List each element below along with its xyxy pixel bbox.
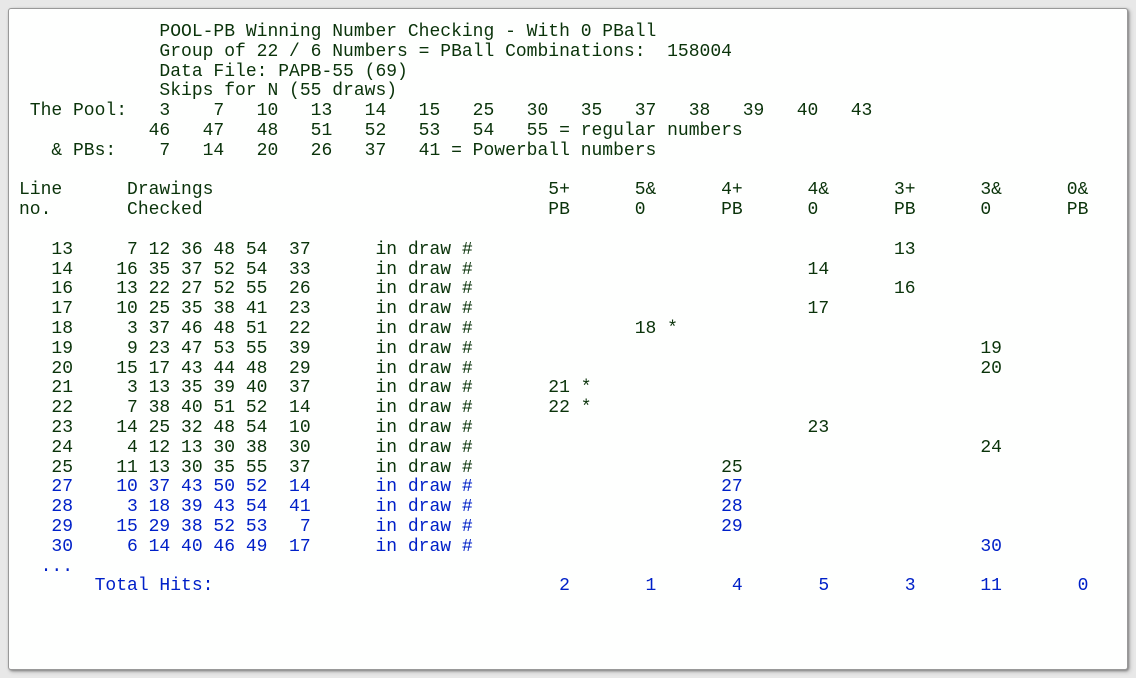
data-row: 27 10 37 43 50 52 14 in draw # 27 [19, 478, 1127, 498]
data-row: 19 9 23 47 53 55 39 in draw # 19 [19, 340, 1127, 360]
totals-row: Total Hits: 2 1 4 5 3 11 0 [19, 577, 1127, 597]
header-skips: Skips for N (55 draws) [19, 82, 1127, 102]
header-datafile: Data File: PAPB-55 (69) [19, 63, 1127, 83]
pool-row-2: 46 47 48 51 52 53 54 55 = regular number… [19, 122, 1127, 142]
ellipsis-line: ... [19, 558, 1127, 578]
data-row: 22 7 38 40 51 52 14 in draw # 22 * [19, 399, 1127, 419]
data-row: 29 15 29 38 52 53 7 in draw # 29 [19, 518, 1127, 538]
pbs-row: & PBs: 7 14 20 26 37 41 = Powerball numb… [19, 142, 1127, 162]
data-row: 14 16 35 37 52 54 33 in draw # 14 [19, 261, 1127, 281]
blank-line [19, 221, 1127, 241]
data-row: 13 7 12 36 48 54 37 in draw # 13 [19, 241, 1127, 261]
data-row: 23 14 25 32 48 54 10 in draw # 23 [19, 419, 1127, 439]
data-row: 25 11 13 30 35 55 37 in draw # 25 [19, 459, 1127, 479]
data-row: 20 15 17 43 44 48 29 in draw # 20 [19, 360, 1127, 380]
data-row: 21 3 13 35 39 40 37 in draw # 21 * [19, 379, 1127, 399]
header-group: Group of 22 / 6 Numbers = PBall Combinat… [19, 43, 1127, 63]
data-row: 17 10 25 35 38 41 23 in draw # 17 [19, 300, 1127, 320]
data-row: 24 4 12 13 30 38 30 in draw # 24 [19, 439, 1127, 459]
blank-line [19, 162, 1127, 182]
data-row: 28 3 18 39 43 54 41 in draw # 28 [19, 498, 1127, 518]
col-header-1: Line Drawings 5+ 5& 4+ 4& 3+ 3& 0& [19, 181, 1127, 201]
data-row: 16 13 22 27 52 55 26 in draw # 16 [19, 280, 1127, 300]
header-title: POOL-PB Winning Number Checking - With 0… [19, 23, 1127, 43]
data-row: 18 3 37 46 48 51 22 in draw # 18 * [19, 320, 1127, 340]
col-header-2: no. Checked PB 0 PB 0 PB 0 PB [19, 201, 1127, 221]
data-row: 30 6 14 40 46 49 17 in draw # 30 [19, 538, 1127, 558]
pool-row-1: The Pool: 3 7 10 13 14 15 25 30 35 37 38… [19, 102, 1127, 122]
